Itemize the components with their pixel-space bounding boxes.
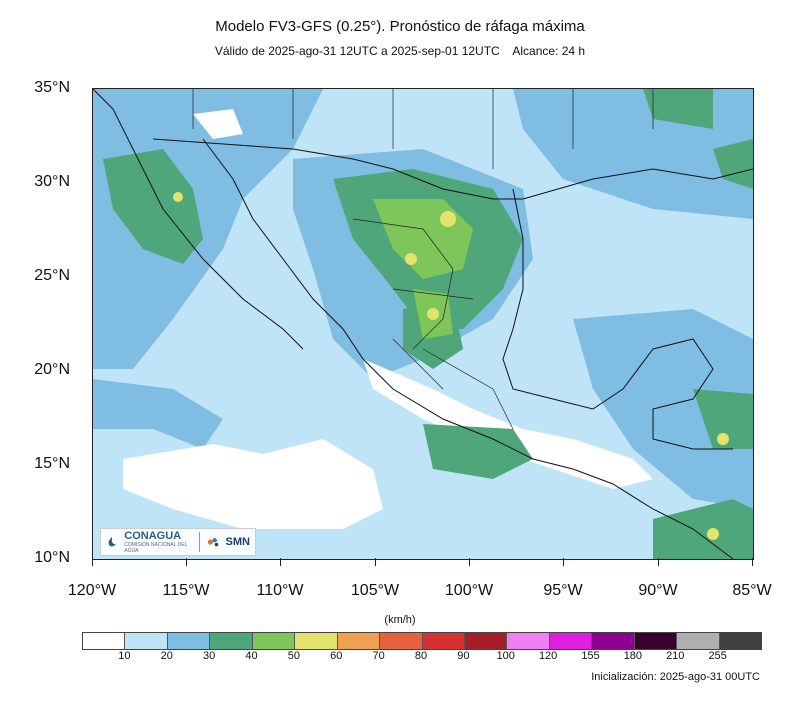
color-scale-segment: [125, 633, 168, 649]
lon-label-90: 90°W: [638, 582, 678, 599]
initialization-time: Inicialización: 2025-ago-31 00UTC: [591, 671, 760, 683]
smn-name: SMN: [225, 536, 250, 548]
us-gulf-coastline: [522, 168, 753, 200]
gust-zone-0-10-north: [193, 109, 243, 139]
baja-coastline: [93, 89, 304, 350]
logo-separator: [198, 532, 200, 552]
lat-label-15: 15°N: [34, 455, 70, 472]
lat-label-25: 25°N: [34, 267, 70, 284]
gust-zone-50-60-spot-2: [405, 253, 417, 265]
color-scale-label: 155: [581, 650, 600, 662]
lon-label-120: 120°W: [67, 582, 117, 599]
gust-zone-30-40-usa: [643, 89, 713, 129]
color-scale-label: 20: [160, 650, 173, 662]
forecast-map: [92, 88, 754, 560]
color-scale-label: 120: [538, 650, 558, 662]
lon-label-110: 110°W: [256, 582, 304, 599]
lon-tick-120: [92, 558, 93, 566]
color-scale-label: 210: [666, 650, 685, 662]
us-state-borders: [192, 89, 654, 169]
lat-label-35: 35°N: [34, 79, 70, 96]
gulf-coastline: [502, 188, 733, 450]
mexico-state-borders: [352, 218, 514, 430]
color-scale-segment: [719, 633, 761, 649]
lat-label-10: 10°N: [34, 549, 70, 566]
lon-tick-90: [658, 558, 659, 566]
color-scale-segment: [167, 633, 211, 649]
pacific-coastline: [202, 138, 734, 559]
color-scale-segment: [549, 633, 593, 649]
color-scale-segment: [380, 633, 423, 649]
lon-tick-105: [375, 558, 376, 566]
gust-zone-50-60-spot-1: [440, 211, 456, 227]
color-scale-segment: [464, 633, 508, 649]
color-scale-label: 50: [287, 650, 300, 662]
gust-zone-20-30-pacific: [93, 379, 223, 449]
lat-label-30: 30°N: [34, 173, 70, 190]
lon-tick-115: [186, 558, 187, 566]
color-scale-label: 30: [203, 650, 216, 662]
conagua-name: CONAGUA: [124, 530, 182, 542]
color-scale-segment: [210, 633, 253, 649]
color-scale-segment: [507, 633, 550, 649]
gust-zone-50-60-spot-5: [707, 528, 719, 540]
gust-zone-50-60-spot-3: [427, 308, 439, 320]
color-scale-segment: [634, 633, 678, 649]
conagua-logo: CONAGUA COMISIÓN NACIONAL DEL AGUA: [124, 530, 192, 554]
color-scale-segment: [677, 633, 720, 649]
color-scale-label: 60: [330, 650, 343, 662]
lat-label-20: 20°N: [34, 361, 70, 378]
legend-units: (km/h): [384, 614, 416, 626]
color-scale-segment: [592, 633, 635, 649]
color-scale-label: 80: [414, 650, 428, 662]
us-mexico-border: [152, 138, 523, 200]
agency-logos: CONAGUA COMISIÓN NACIONAL DEL AGUA SMN: [100, 528, 256, 556]
gust-zone-30-40-south-pacific: [423, 424, 533, 479]
color-scale-segment: [422, 633, 465, 649]
color-scale-label: 70: [372, 650, 385, 662]
color-scale-label: 10: [118, 650, 131, 662]
lon-label-85: 85°W: [732, 582, 772, 599]
lon-tick-85: [752, 558, 753, 566]
color-scale-label: 90: [457, 650, 470, 662]
color-scale-bar: [82, 632, 762, 650]
gust-zone-30-40-baja: [103, 149, 203, 264]
map-subtitle: Válido de 2025-ago-31 12UTC a 2025-sep-0…: [214, 44, 586, 58]
smn-logo-icon: [207, 538, 218, 547]
gust-zone-0-10-pacific: [123, 439, 383, 529]
lon-tick-100: [469, 558, 470, 566]
gust-zone-0-10-coast: [363, 359, 653, 489]
color-scale-label: 180: [623, 650, 643, 662]
map-canvas: [93, 89, 753, 559]
color-scale-segment: [337, 633, 381, 649]
gust-zone-50-60-spot-4: [717, 433, 729, 445]
lon-label-100: 100°W: [444, 582, 494, 599]
lon-tick-95: [563, 558, 564, 566]
gust-zone-30-40-honduras: [693, 389, 753, 449]
map-title: Modelo FV3-GFS (0.25°). Pronóstico de rá…: [215, 18, 585, 35]
color-scale-segment: [295, 633, 338, 649]
gust-zone-50-60-spot-6: [173, 192, 183, 202]
conagua-subtitle: COMISIÓN NACIONAL DEL AGUA: [124, 542, 188, 554]
color-scale-label: 100: [496, 650, 515, 662]
lon-label-105: 105°W: [350, 582, 400, 599]
lon-label-95: 95°W: [543, 582, 583, 599]
conagua-logo-icon: [108, 536, 116, 547]
gust-zone-30-40-nicaragua: [653, 499, 753, 559]
color-scale-label: 40: [245, 650, 258, 662]
gust-zone-20-30-caribbean: [573, 309, 753, 509]
color-scale-segment: [83, 633, 126, 649]
color-scale-segment: [252, 633, 296, 649]
lon-tick-110: [280, 558, 281, 566]
color-scale-label: 255: [708, 650, 727, 662]
lon-label-115: 115°W: [162, 582, 210, 599]
